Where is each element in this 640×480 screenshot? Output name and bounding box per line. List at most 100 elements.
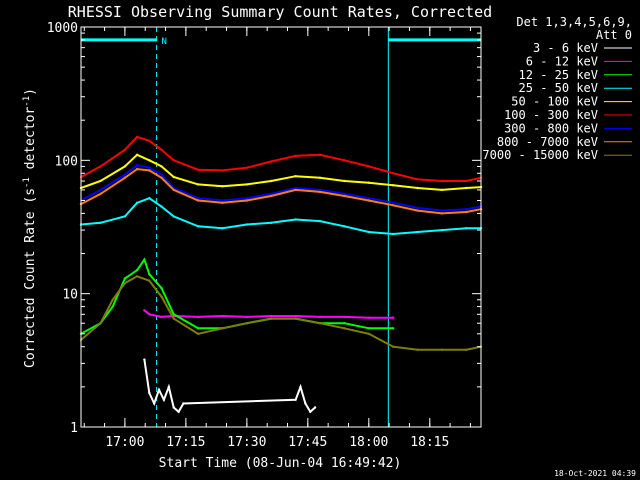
series-point-6-7	[196, 197, 200, 200]
series-point-0-10	[299, 385, 302, 389]
series-point-0-0	[143, 358, 146, 361]
series-point-8-16	[392, 345, 395, 348]
series-point-3-12	[318, 219, 322, 223]
series-point-7-1	[99, 192, 102, 196]
series-point-8-4	[135, 275, 139, 278]
series-point-7-9	[245, 199, 249, 202]
series-point-0-7	[177, 410, 180, 413]
series-point-5-16	[416, 178, 419, 181]
series-point-3-14	[367, 230, 370, 234]
y-axis-label-sup2: -1	[22, 96, 32, 107]
series-point-3-1	[99, 221, 102, 224]
series-point-2-17	[392, 327, 395, 330]
series-point-2-8	[172, 313, 175, 316]
series-point-5-13	[343, 159, 346, 162]
series-point-2-7	[160, 286, 163, 290]
series-line-5	[80, 135, 482, 182]
series-point-5-3	[135, 135, 139, 139]
legend-label-6: 300 - 800 keV	[504, 121, 598, 135]
series-point-1-1	[148, 313, 151, 316]
x-tick-label-0: 17:00	[105, 435, 144, 450]
series-point-6-1	[99, 188, 102, 192]
series-point-8-10	[245, 322, 249, 325]
series-point-4-15	[392, 184, 395, 187]
series-point-7-3	[135, 167, 139, 171]
series-point-4-11	[294, 175, 297, 178]
series-point-0-13	[313, 406, 317, 409]
series-point-0-5	[167, 385, 170, 389]
y-tick-label-2: 100	[55, 154, 78, 169]
series-point-4-14	[367, 181, 370, 184]
series-point-7-2	[123, 176, 127, 179]
legend-label-3: 25 - 50 keV	[519, 81, 598, 95]
annotation-text-5: N	[161, 37, 166, 47]
series-point-0-1	[148, 391, 151, 395]
series-point-3-8	[221, 227, 224, 230]
series-point-0-3	[157, 388, 161, 391]
y-tick-label-3: 1000	[47, 21, 78, 36]
plot-layer: N	[79, 27, 483, 427]
series-point-8-3	[123, 281, 127, 285]
x-tick-label-5: 18:15	[410, 435, 449, 450]
series-point-0-6	[172, 406, 175, 409]
series-point-1-12	[392, 316, 395, 319]
series-line-7	[80, 168, 482, 215]
series-point-2-6	[148, 273, 151, 276]
series-point-2-9	[196, 327, 200, 330]
series-point-4-6	[172, 175, 175, 179]
series-point-6-5	[160, 173, 163, 176]
series-point-4-5	[160, 165, 163, 168]
series-point-4-7	[196, 183, 200, 186]
series-point-5-6	[172, 159, 175, 162]
series-point-7-14	[367, 199, 370, 202]
series-point-5-1	[99, 165, 102, 168]
x-axis-label: Start Time (08-Jun-04 16:49:42)	[159, 456, 402, 471]
series-point-5-5	[160, 148, 163, 151]
series-point-3-7	[196, 225, 200, 228]
series-point-5-7	[196, 168, 200, 171]
series-point-3-15	[392, 232, 395, 236]
series-point-6-12	[318, 188, 322, 192]
series-line-0	[143, 359, 316, 414]
y-axis-label-end: )	[23, 88, 38, 96]
series-point-8-19	[465, 348, 468, 351]
series-point-8-18	[440, 348, 444, 351]
series-point-6-13	[343, 192, 346, 196]
series-point-8-5	[148, 279, 151, 282]
series-point-3-11	[294, 218, 297, 221]
series-point-7-10	[270, 194, 273, 198]
series-point-3-5	[160, 205, 163, 208]
axes-layer: 1 10 100 1000 17:00 17:15 17:30 17:45 18:00 18:15	[47, 21, 482, 450]
series-point-3-9	[245, 223, 249, 226]
y-axis-label-mid: detector	[23, 107, 38, 178]
series-point-4-1	[99, 179, 102, 183]
x-tick-label-1: 17:15	[166, 435, 205, 450]
series-point-1-4	[196, 315, 200, 319]
series-point-3-4	[148, 197, 151, 200]
series-point-8-15	[367, 332, 370, 335]
series-point-6-4	[148, 166, 151, 169]
x-tick-label-3: 17:45	[288, 435, 327, 450]
series-point-4-16	[416, 186, 419, 190]
series-line-1	[143, 309, 394, 319]
series-point-8-8	[196, 332, 200, 335]
legend-label-5: 100 - 300 keV	[504, 108, 598, 122]
series-point-4-12	[318, 176, 322, 179]
series-point-5-2	[123, 148, 127, 151]
series-point-3-6	[172, 215, 175, 218]
series-point-5-15	[392, 172, 395, 175]
legend-label-8: 7000 - 15000 keV	[482, 148, 598, 162]
series-point-6-15	[392, 201, 395, 204]
series-point-1-8	[294, 314, 297, 318]
series-point-6-16	[416, 206, 419, 210]
series-point-7-15	[392, 204, 395, 207]
series-point-4-4	[148, 159, 151, 162]
series-line-2	[80, 257, 394, 335]
legend-header-2: Att 0	[596, 28, 632, 42]
series-point-5-4	[148, 139, 151, 142]
series-point-8-7	[172, 317, 175, 320]
legend-header-1: Det 1,3,4,5,6,9,	[516, 15, 632, 29]
series-point-7-18	[465, 210, 468, 214]
series-line-8	[80, 275, 482, 351]
